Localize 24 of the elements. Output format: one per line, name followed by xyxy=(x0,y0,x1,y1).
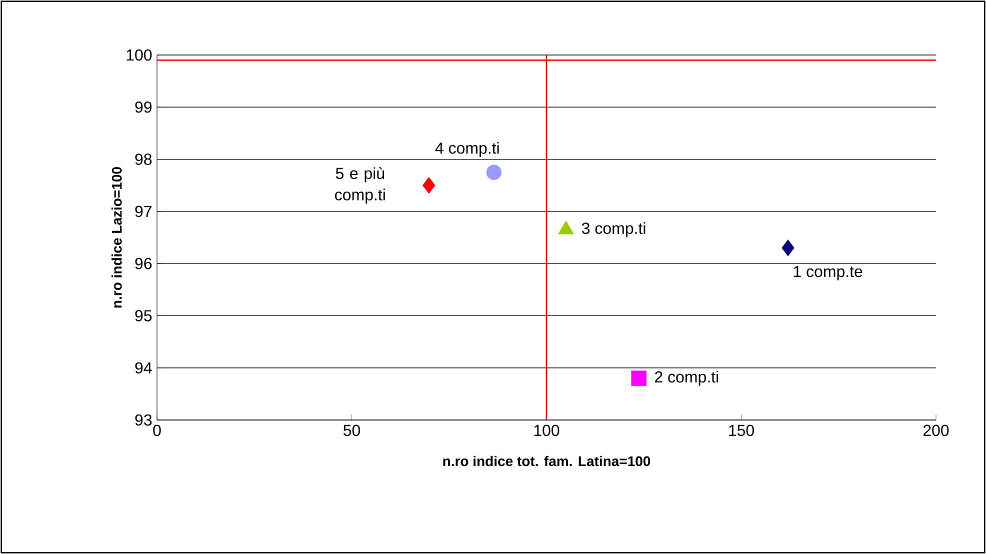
x-tick-label: 150 xyxy=(729,424,754,436)
x-tick-label: 0 xyxy=(153,424,161,436)
y-tick-label: 97 xyxy=(135,206,152,218)
y-tick-label: 93 xyxy=(135,414,152,426)
point xyxy=(631,370,646,386)
x-tick-label: 200 xyxy=(923,424,949,436)
series-label: 4 comp.ti xyxy=(435,142,499,157)
x-tick-label: 50 xyxy=(344,424,360,436)
series-label: 3 comp.ti xyxy=(582,222,646,238)
y-tick-label: 98 xyxy=(135,154,152,165)
y-tick-label: 96 xyxy=(135,258,152,270)
x-tick-label: 100 xyxy=(534,424,560,436)
point xyxy=(486,164,502,180)
text: 5 e più comp.ti xyxy=(335,167,385,204)
y-tick-label: 99 xyxy=(135,101,152,113)
point xyxy=(422,177,436,194)
y-tick-label: 94 xyxy=(135,362,152,374)
x-axis-title: n.ro indice tot. fam. Latina=100 xyxy=(443,456,650,466)
y-axis-title: n.ro indice Lazio=100 xyxy=(111,167,122,308)
y-tick-label: 100 xyxy=(126,49,152,61)
y-tick-label: 95 xyxy=(135,310,152,322)
series-label: 1 comp.te xyxy=(794,266,862,280)
series-label: 2 comp.ti xyxy=(654,370,718,386)
point xyxy=(782,240,794,256)
